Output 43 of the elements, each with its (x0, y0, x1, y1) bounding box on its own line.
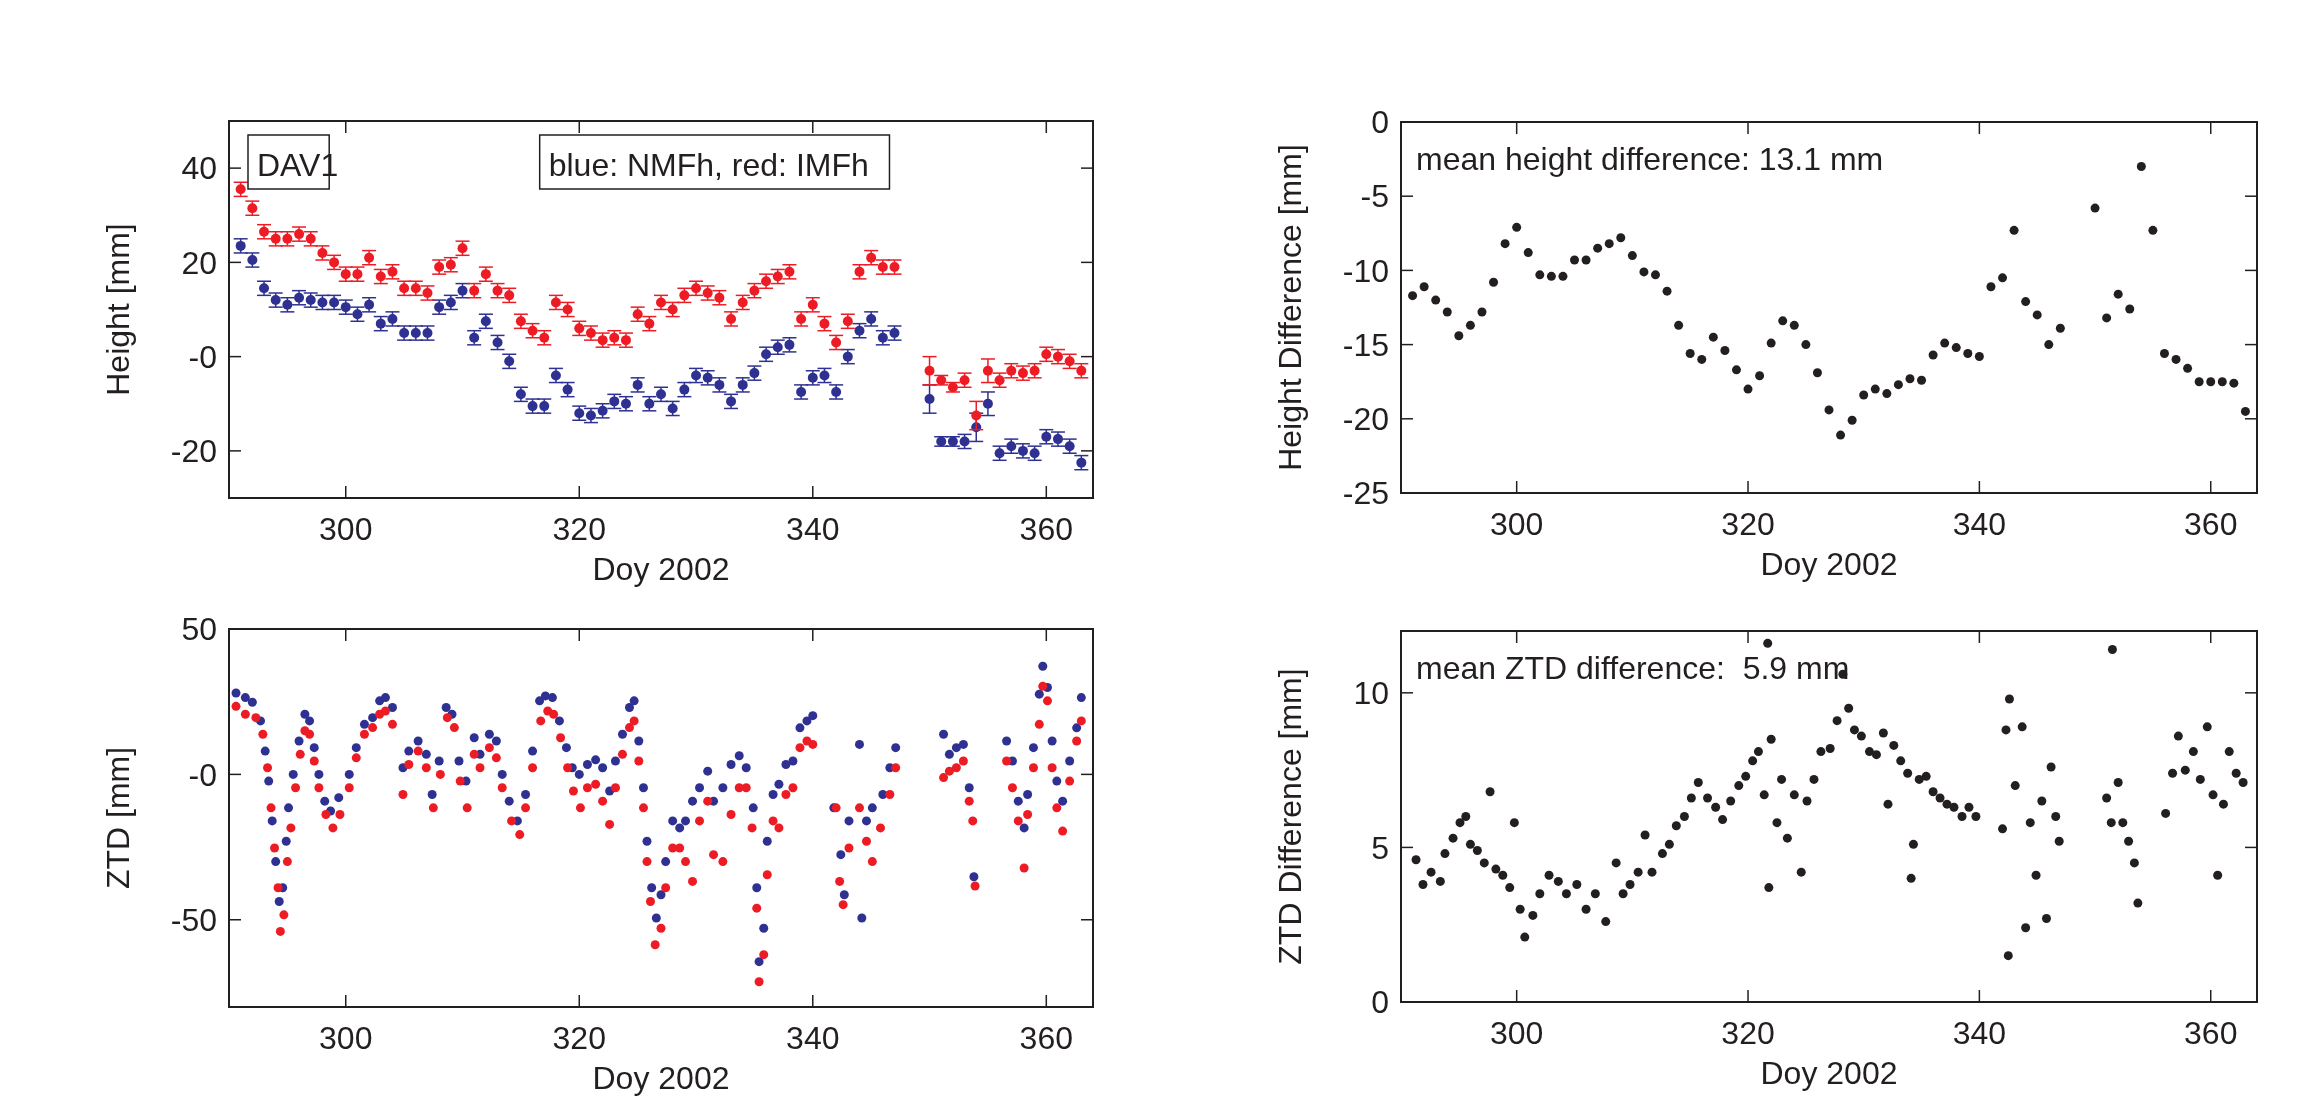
x-tick-label: 360 (2184, 506, 2238, 542)
y-tick-label: -0 (188, 338, 217, 375)
y-tick-label: 0 (1371, 104, 1389, 141)
x-tick-label: 320 (552, 1020, 606, 1056)
x-tick-label: 300 (1489, 506, 1544, 542)
x-tick-label: 340 (1952, 1015, 2007, 1051)
y-tick-label: 5 (1371, 829, 1389, 866)
y-tick-label: -15 (1342, 326, 1389, 363)
annotation: mean height difference: 13.1 mm (1416, 141, 1884, 178)
x-tick-label: 300 (319, 511, 373, 547)
x-axis-title: Doy 2002 (592, 551, 730, 587)
y-tick-label: -20 (170, 433, 217, 470)
y-tick-label: 20 (181, 244, 217, 281)
x-tick-label: 320 (1721, 506, 1775, 542)
x-tick-label: 360 (1019, 511, 1073, 547)
y-axis-title: Height Difference [mm] (1272, 144, 1308, 471)
x-tick-label: 320 (1721, 1015, 1775, 1051)
y-tick-label: -25 (1342, 475, 1389, 512)
y-tick-label: -5 (1360, 178, 1389, 215)
x-tick-label: 320 (552, 511, 606, 547)
x-axis-title: Doy 2002 (1760, 1055, 1898, 1091)
annotation: blue: NMFh, red: IMFh (548, 147, 869, 184)
x-tick-label: 300 (319, 1020, 373, 1056)
y-tick-label: 40 (181, 150, 217, 187)
x-axis-title: Doy 2002 (592, 1060, 730, 1096)
y-tick-label: -20 (1342, 401, 1389, 437)
x-tick-label: 360 (1019, 1020, 1073, 1056)
x-tick-label: 340 (1952, 506, 2007, 542)
x-tick-label: 340 (786, 511, 840, 547)
y-axis-title: Height [mm] (100, 223, 136, 396)
y-tick-label: -10 (1342, 252, 1389, 289)
y-tick-label: -0 (188, 756, 217, 793)
y-axis-title: ZTD Difference [mm] (1272, 668, 1308, 965)
annotation: mean ZTD difference: 5.9 mm (1416, 650, 1850, 687)
x-tick-label: 360 (2184, 1015, 2238, 1051)
y-tick-label: -50 (170, 901, 217, 938)
y-tick-label: 50 (181, 611, 217, 648)
y-tick-label: 10 (1353, 675, 1389, 712)
y-axis-title: ZTD [mm] (100, 746, 136, 890)
y-tick-label: 0 (1371, 984, 1389, 1021)
x-axis-title: Doy 2002 (1760, 546, 1898, 582)
x-tick-label: 300 (1489, 1015, 1544, 1051)
x-tick-label: 340 (786, 1020, 840, 1056)
